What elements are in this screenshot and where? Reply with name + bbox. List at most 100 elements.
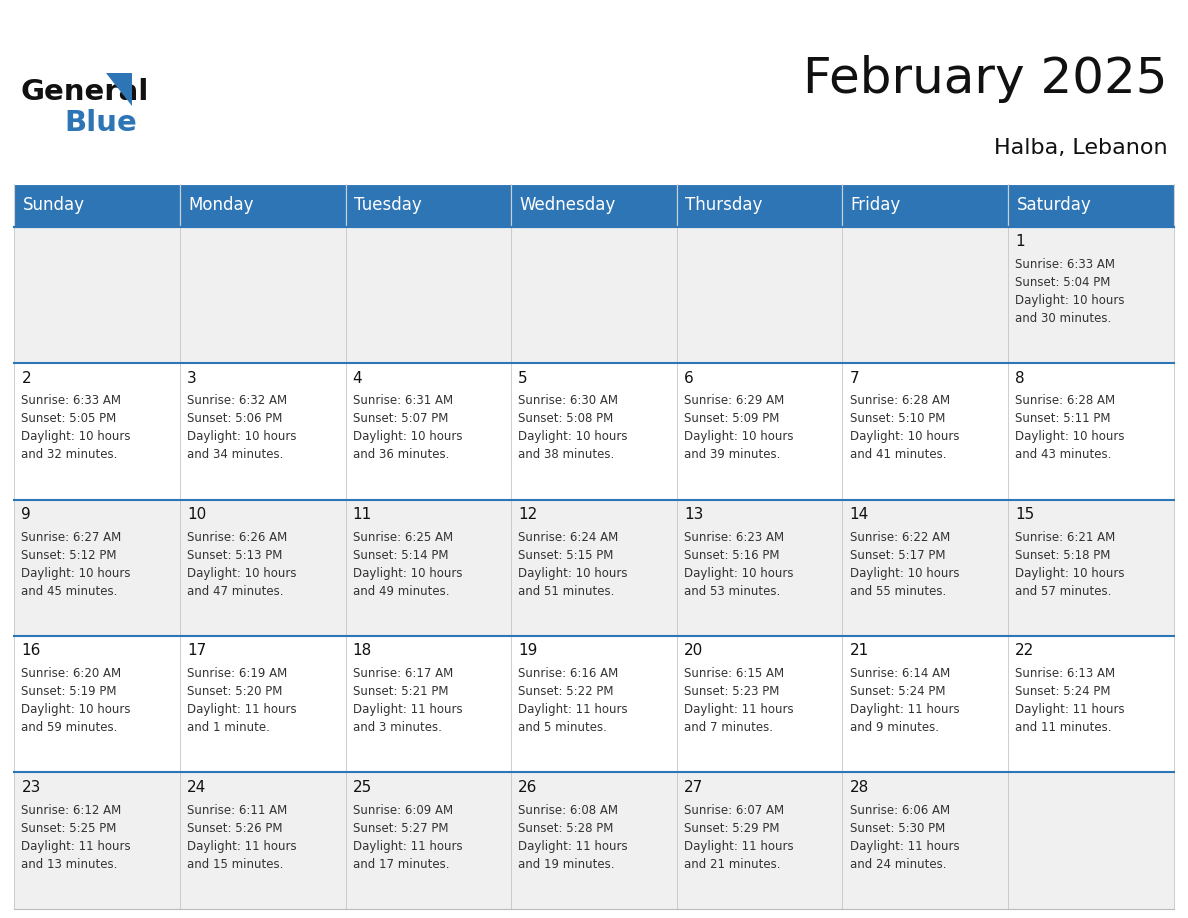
Bar xyxy=(511,227,677,364)
Text: Thursday: Thursday xyxy=(685,196,763,214)
Bar xyxy=(179,227,346,364)
Text: Sunrise: 6:25 AM
Sunset: 5:14 PM
Daylight: 10 hours
and 49 minutes.: Sunrise: 6:25 AM Sunset: 5:14 PM Dayligh… xyxy=(353,531,462,598)
Text: 14: 14 xyxy=(849,507,868,522)
Bar xyxy=(511,184,677,227)
Text: Wednesday: Wednesday xyxy=(519,196,615,214)
Text: Sunrise: 6:31 AM
Sunset: 5:07 PM
Daylight: 10 hours
and 36 minutes.: Sunrise: 6:31 AM Sunset: 5:07 PM Dayligh… xyxy=(353,395,462,462)
Text: Monday: Monday xyxy=(188,196,254,214)
Text: Halba, Lebanon: Halba, Lebanon xyxy=(994,139,1168,158)
Bar xyxy=(346,499,511,636)
Text: Saturday: Saturday xyxy=(1017,196,1091,214)
Bar xyxy=(842,772,1009,909)
Text: Sunrise: 6:23 AM
Sunset: 5:16 PM
Daylight: 10 hours
and 53 minutes.: Sunrise: 6:23 AM Sunset: 5:16 PM Dayligh… xyxy=(684,531,794,598)
Bar xyxy=(677,184,842,227)
Bar xyxy=(511,364,677,499)
Text: 8: 8 xyxy=(1016,371,1025,386)
Bar xyxy=(511,499,677,636)
Bar xyxy=(677,499,842,636)
Text: 26: 26 xyxy=(518,779,538,795)
Bar xyxy=(842,636,1009,772)
Bar xyxy=(179,184,346,227)
Text: 7: 7 xyxy=(849,371,859,386)
Bar xyxy=(179,499,346,636)
Text: 25: 25 xyxy=(353,779,372,795)
Bar xyxy=(14,499,179,636)
Text: Friday: Friday xyxy=(851,196,901,214)
Text: Sunrise: 6:19 AM
Sunset: 5:20 PM
Daylight: 11 hours
and 1 minute.: Sunrise: 6:19 AM Sunset: 5:20 PM Dayligh… xyxy=(187,667,297,734)
Text: Tuesday: Tuesday xyxy=(354,196,422,214)
Bar xyxy=(1009,636,1174,772)
Bar xyxy=(677,772,842,909)
Text: Sunrise: 6:21 AM
Sunset: 5:18 PM
Daylight: 10 hours
and 57 minutes.: Sunrise: 6:21 AM Sunset: 5:18 PM Dayligh… xyxy=(1016,531,1125,598)
Bar xyxy=(1009,184,1174,227)
Bar xyxy=(346,227,511,364)
Text: Sunday: Sunday xyxy=(23,196,84,214)
Text: General: General xyxy=(20,78,148,106)
Bar xyxy=(179,772,346,909)
Text: 20: 20 xyxy=(684,644,703,658)
Bar xyxy=(677,636,842,772)
Text: 4: 4 xyxy=(353,371,362,386)
Bar xyxy=(842,499,1009,636)
Bar xyxy=(511,772,677,909)
Text: Sunrise: 6:32 AM
Sunset: 5:06 PM
Daylight: 10 hours
and 34 minutes.: Sunrise: 6:32 AM Sunset: 5:06 PM Dayligh… xyxy=(187,395,297,462)
Text: 27: 27 xyxy=(684,779,703,795)
Text: Sunrise: 6:28 AM
Sunset: 5:11 PM
Daylight: 10 hours
and 43 minutes.: Sunrise: 6:28 AM Sunset: 5:11 PM Dayligh… xyxy=(1016,395,1125,462)
Bar xyxy=(1009,499,1174,636)
Bar xyxy=(346,364,511,499)
Text: 19: 19 xyxy=(518,644,538,658)
Text: Sunrise: 6:13 AM
Sunset: 5:24 PM
Daylight: 11 hours
and 11 minutes.: Sunrise: 6:13 AM Sunset: 5:24 PM Dayligh… xyxy=(1016,667,1125,734)
Bar xyxy=(14,636,179,772)
Text: Sunrise: 6:24 AM
Sunset: 5:15 PM
Daylight: 10 hours
and 51 minutes.: Sunrise: 6:24 AM Sunset: 5:15 PM Dayligh… xyxy=(518,531,627,598)
Text: Sunrise: 6:11 AM
Sunset: 5:26 PM
Daylight: 11 hours
and 15 minutes.: Sunrise: 6:11 AM Sunset: 5:26 PM Dayligh… xyxy=(187,803,297,870)
Text: 17: 17 xyxy=(187,644,207,658)
Text: February 2025: February 2025 xyxy=(803,55,1168,103)
Text: 3: 3 xyxy=(187,371,197,386)
Bar xyxy=(1009,227,1174,364)
Bar xyxy=(1009,364,1174,499)
Bar xyxy=(346,636,511,772)
Polygon shape xyxy=(106,73,132,106)
Text: 18: 18 xyxy=(353,644,372,658)
Text: 13: 13 xyxy=(684,507,703,522)
Text: Sunrise: 6:07 AM
Sunset: 5:29 PM
Daylight: 11 hours
and 21 minutes.: Sunrise: 6:07 AM Sunset: 5:29 PM Dayligh… xyxy=(684,803,794,870)
Bar xyxy=(677,364,842,499)
Text: Sunrise: 6:27 AM
Sunset: 5:12 PM
Daylight: 10 hours
and 45 minutes.: Sunrise: 6:27 AM Sunset: 5:12 PM Dayligh… xyxy=(21,531,131,598)
Text: 11: 11 xyxy=(353,507,372,522)
Bar xyxy=(14,772,179,909)
Text: 12: 12 xyxy=(518,507,537,522)
Bar xyxy=(346,772,511,909)
Bar xyxy=(511,636,677,772)
Text: Sunrise: 6:29 AM
Sunset: 5:09 PM
Daylight: 10 hours
and 39 minutes.: Sunrise: 6:29 AM Sunset: 5:09 PM Dayligh… xyxy=(684,395,794,462)
Text: Sunrise: 6:09 AM
Sunset: 5:27 PM
Daylight: 11 hours
and 17 minutes.: Sunrise: 6:09 AM Sunset: 5:27 PM Dayligh… xyxy=(353,803,462,870)
Text: 5: 5 xyxy=(518,371,527,386)
Text: 22: 22 xyxy=(1016,644,1035,658)
Text: Sunrise: 6:33 AM
Sunset: 5:04 PM
Daylight: 10 hours
and 30 minutes.: Sunrise: 6:33 AM Sunset: 5:04 PM Dayligh… xyxy=(1016,258,1125,325)
Text: Sunrise: 6:08 AM
Sunset: 5:28 PM
Daylight: 11 hours
and 19 minutes.: Sunrise: 6:08 AM Sunset: 5:28 PM Dayligh… xyxy=(518,803,628,870)
Text: 28: 28 xyxy=(849,779,868,795)
Bar xyxy=(1009,772,1174,909)
Text: Sunrise: 6:14 AM
Sunset: 5:24 PM
Daylight: 11 hours
and 9 minutes.: Sunrise: 6:14 AM Sunset: 5:24 PM Dayligh… xyxy=(849,667,959,734)
Text: 6: 6 xyxy=(684,371,694,386)
Bar xyxy=(346,184,511,227)
Text: Sunrise: 6:15 AM
Sunset: 5:23 PM
Daylight: 11 hours
and 7 minutes.: Sunrise: 6:15 AM Sunset: 5:23 PM Dayligh… xyxy=(684,667,794,734)
Text: 16: 16 xyxy=(21,644,40,658)
Text: 15: 15 xyxy=(1016,507,1035,522)
Text: 9: 9 xyxy=(21,507,31,522)
Text: Sunrise: 6:06 AM
Sunset: 5:30 PM
Daylight: 11 hours
and 24 minutes.: Sunrise: 6:06 AM Sunset: 5:30 PM Dayligh… xyxy=(849,803,959,870)
Bar xyxy=(179,636,346,772)
Text: Sunrise: 6:22 AM
Sunset: 5:17 PM
Daylight: 10 hours
and 55 minutes.: Sunrise: 6:22 AM Sunset: 5:17 PM Dayligh… xyxy=(849,531,959,598)
Bar xyxy=(677,227,842,364)
Text: Sunrise: 6:16 AM
Sunset: 5:22 PM
Daylight: 11 hours
and 5 minutes.: Sunrise: 6:16 AM Sunset: 5:22 PM Dayligh… xyxy=(518,667,628,734)
Text: Sunrise: 6:30 AM
Sunset: 5:08 PM
Daylight: 10 hours
and 38 minutes.: Sunrise: 6:30 AM Sunset: 5:08 PM Dayligh… xyxy=(518,395,627,462)
Text: Sunrise: 6:12 AM
Sunset: 5:25 PM
Daylight: 11 hours
and 13 minutes.: Sunrise: 6:12 AM Sunset: 5:25 PM Dayligh… xyxy=(21,803,131,870)
Text: 24: 24 xyxy=(187,779,207,795)
Text: Blue: Blue xyxy=(64,109,137,138)
Text: Sunrise: 6:17 AM
Sunset: 5:21 PM
Daylight: 11 hours
and 3 minutes.: Sunrise: 6:17 AM Sunset: 5:21 PM Dayligh… xyxy=(353,667,462,734)
Bar xyxy=(179,364,346,499)
Bar xyxy=(842,184,1009,227)
Text: Sunrise: 6:20 AM
Sunset: 5:19 PM
Daylight: 10 hours
and 59 minutes.: Sunrise: 6:20 AM Sunset: 5:19 PM Dayligh… xyxy=(21,667,131,734)
Text: 21: 21 xyxy=(849,644,868,658)
Bar xyxy=(842,364,1009,499)
Text: 10: 10 xyxy=(187,507,207,522)
